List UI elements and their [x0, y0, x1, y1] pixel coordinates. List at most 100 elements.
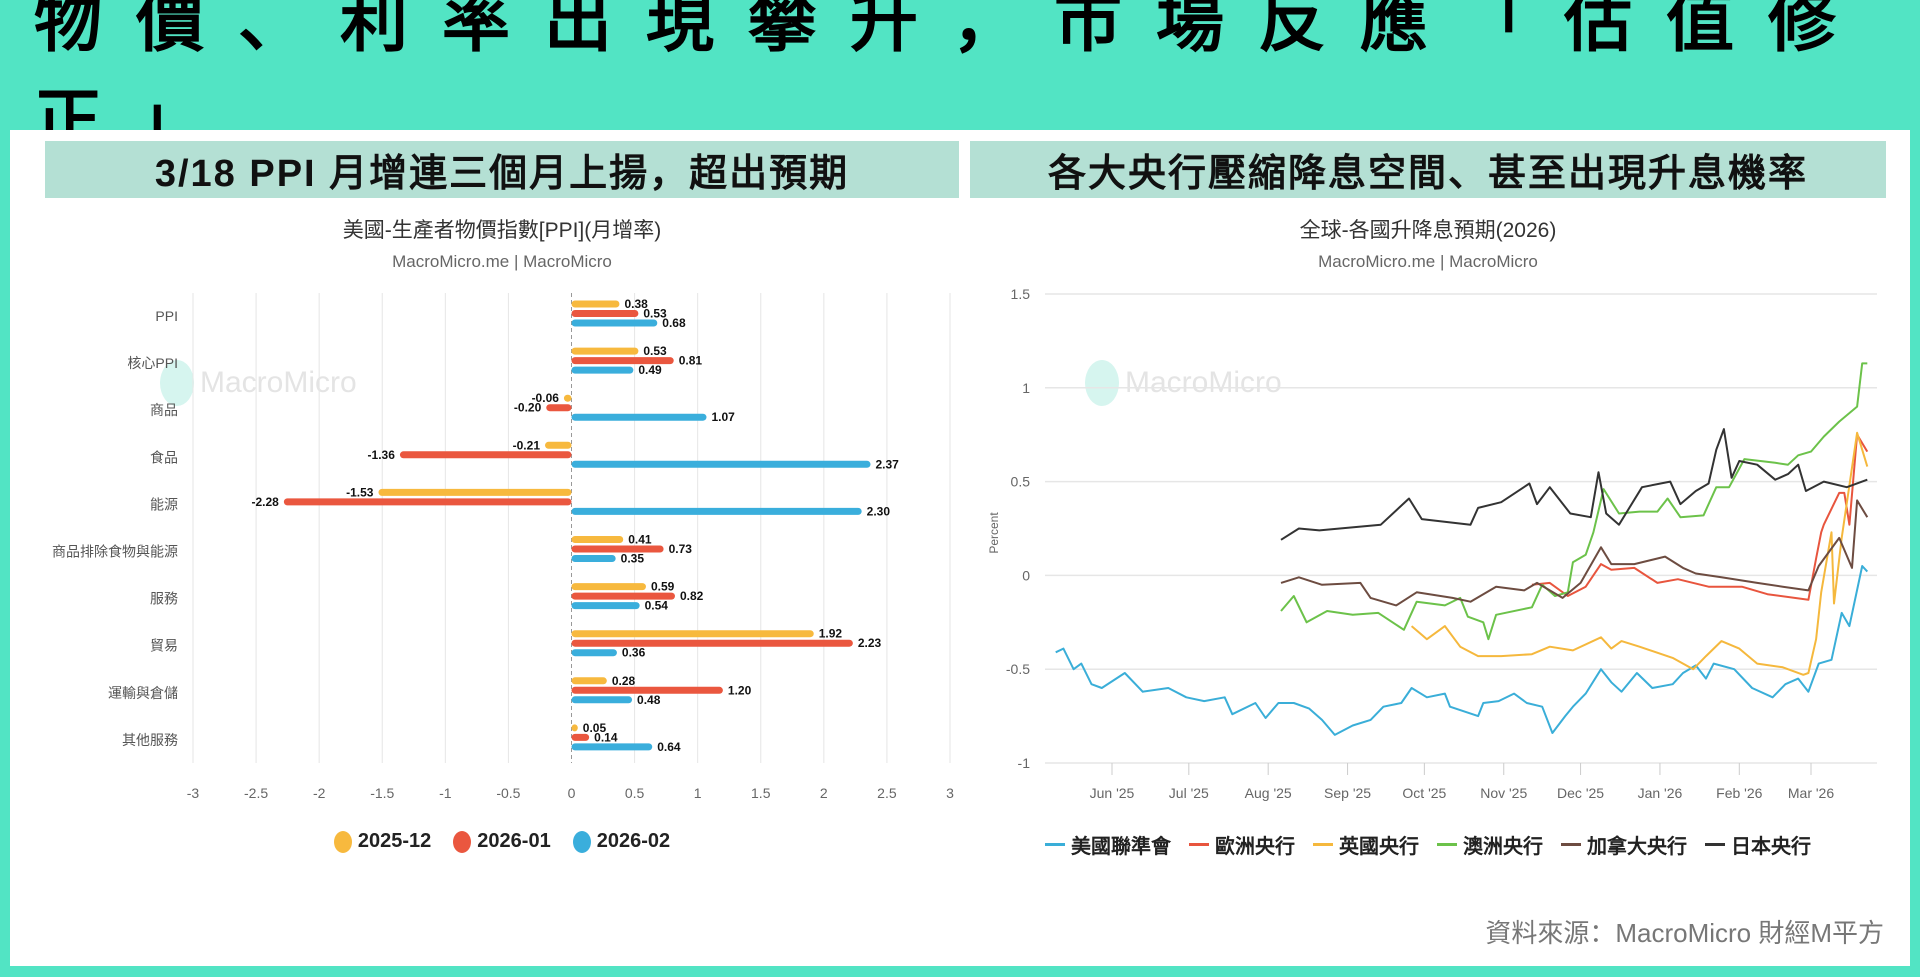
data-label: -0.06: [532, 391, 560, 405]
legend-item[interactable]: 日本央行: [1705, 830, 1811, 859]
bar: [571, 545, 664, 553]
legend-line-icon: [1437, 843, 1457, 846]
legend-item[interactable]: 加拿大央行: [1561, 830, 1687, 859]
bar: [283, 498, 572, 506]
data-label: 0.82: [680, 589, 704, 603]
category-label: 商品排除食物與能源: [52, 544, 178, 560]
legend-item[interactable]: 2026-01: [453, 830, 551, 853]
legend-line-icon: [1189, 843, 1209, 846]
bar: [571, 686, 723, 694]
data-label: 0.54: [645, 599, 669, 613]
bar: [546, 404, 572, 412]
series-line: [1280, 362, 1868, 641]
left-chart-title: 美國-生產者物價指數[PPI](月增率): [342, 219, 662, 242]
right-chart-title: 全球-各國升降息預期(2026): [1299, 219, 1557, 242]
x-tick-label: Aug '25: [1245, 785, 1292, 801]
legend-item[interactable]: 英國央行: [1313, 830, 1419, 859]
x-tick-label: Nov '25: [1480, 785, 1527, 801]
bar: [563, 394, 572, 402]
bar: [571, 639, 853, 647]
bar: [571, 300, 620, 308]
x-tick-label: Oct '25: [1402, 785, 1446, 801]
bar: [571, 602, 640, 610]
data-label: 0.48: [637, 693, 661, 707]
x-tick-label: 0.5: [625, 785, 645, 801]
series-line: [1531, 433, 1869, 601]
category-label: 其他服務: [122, 732, 178, 748]
data-label: -0.20: [514, 401, 542, 415]
x-tick-label: -0.5: [496, 785, 520, 801]
left-section-header: 3/18 PPI 月增連三個月上揚，超出預期: [45, 141, 959, 198]
y-tick-label: 0.5: [1011, 474, 1031, 490]
data-label: 0.53: [643, 344, 667, 358]
x-tick-label: Feb '26: [1716, 785, 1762, 801]
data-label: 2.30: [867, 504, 891, 518]
legend-dot-icon: [453, 830, 472, 853]
watermark-text: MacroMicro: [1125, 366, 1282, 399]
macromicro-logo-icon: [1085, 360, 1119, 406]
left-chart-subtitle: MacroMicro.me | MacroMicro: [392, 252, 612, 271]
x-tick-label: -3: [187, 785, 200, 801]
legend-label: 歐洲央行: [1215, 836, 1295, 858]
content-panel: 3/18 PPI 月增連三個月上揚，超出預期 各大央行壓縮降息空間、甚至出現升息…: [10, 130, 1910, 966]
x-tick-label: 1.5: [751, 785, 771, 801]
data-label: 2.23: [858, 636, 882, 650]
x-tick-label: -1: [439, 785, 452, 801]
data-label: 0.35: [621, 552, 645, 566]
category-label: 貿易: [150, 638, 178, 654]
legend-item[interactable]: 美國聯準會: [1045, 830, 1171, 859]
legend-item[interactable]: 2025-12: [333, 830, 431, 853]
bar: [571, 536, 624, 543]
bar: [571, 743, 653, 751]
series-line: [1410, 431, 1869, 676]
bar: [378, 488, 572, 496]
bar: [571, 347, 639, 355]
x-tick-label: Mar '26: [1788, 785, 1834, 801]
legend-item[interactable]: 澳洲央行: [1437, 830, 1543, 859]
legend-line-icon: [1045, 843, 1065, 846]
x-tick-label: 2: [820, 785, 828, 801]
data-label: 0.81: [679, 354, 703, 368]
ppi-bar-chart: -3 -2.5 -2 -1.5 -1 -0.5 0 0.5 1 1.5 2 2.5 3PPI0.380.…: [52, 293, 954, 801]
legend-label: 澳洲央行: [1463, 836, 1543, 858]
main-title: 物價、利率出現攀升，市場反應「估值修正」: [34, 0, 1871, 159]
legend-label: 美國聯準會: [1071, 836, 1171, 858]
data-label: 1.92: [819, 627, 843, 641]
data-label: -1.36: [368, 448, 396, 462]
x-tick-label: -1.5: [370, 785, 394, 801]
x-tick-label: -2: [313, 785, 326, 801]
bar: [545, 441, 572, 449]
data-label: -1.53: [346, 485, 374, 499]
y-tick-label: 1: [1022, 380, 1030, 396]
bar: [571, 555, 616, 562]
bar: [571, 310, 639, 317]
x-tick-label: -2.5: [244, 785, 268, 801]
legend-label: 2026-02: [596, 830, 671, 852]
y-tick-label: -0.5: [1006, 661, 1030, 677]
category-label: 能源: [150, 496, 178, 512]
data-label: 0.68: [662, 316, 686, 330]
bar: [571, 413, 707, 421]
data-label: 2.37: [876, 457, 900, 471]
y-tick-label: -1: [1018, 755, 1031, 771]
data-label: 0.59: [651, 580, 675, 594]
legend-label: 日本央行: [1731, 836, 1811, 858]
y-tick-label: 1.5: [1011, 286, 1031, 302]
category-label: 服務: [150, 591, 178, 607]
x-tick-label: Dec '25: [1557, 785, 1604, 801]
series-line: [1280, 499, 1869, 607]
x-tick-label: Jan '26: [1638, 785, 1683, 801]
data-label: 0.41: [628, 533, 652, 547]
legend-line-icon: [1705, 843, 1725, 846]
x-tick-label: 2.5: [877, 785, 897, 801]
data-label: 0.49: [638, 363, 662, 377]
category-label: 運輸與倉儲: [108, 685, 178, 701]
y-tick-label: 0: [1022, 567, 1030, 583]
bar: [571, 677, 607, 685]
legend-item[interactable]: 2026-02: [572, 830, 671, 853]
x-tick-label: Jul '25: [1169, 785, 1209, 801]
data-label: 1.20: [728, 683, 752, 697]
legend-item[interactable]: 歐洲央行: [1189, 830, 1295, 859]
data-label: 0.38: [624, 297, 648, 311]
series-line: [1280, 428, 1868, 541]
